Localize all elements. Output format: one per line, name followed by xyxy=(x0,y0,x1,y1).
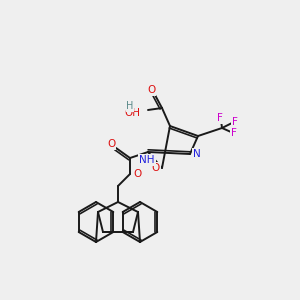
Text: H: H xyxy=(126,101,134,111)
Text: F: F xyxy=(217,113,223,123)
Text: O: O xyxy=(134,169,142,179)
Text: O: O xyxy=(107,139,115,149)
Text: NH: NH xyxy=(139,155,155,165)
Text: O: O xyxy=(147,85,155,95)
Text: F: F xyxy=(231,128,237,138)
Text: O: O xyxy=(152,163,160,173)
Text: OH: OH xyxy=(124,108,140,118)
Text: N: N xyxy=(193,149,201,159)
Text: F: F xyxy=(232,117,238,127)
